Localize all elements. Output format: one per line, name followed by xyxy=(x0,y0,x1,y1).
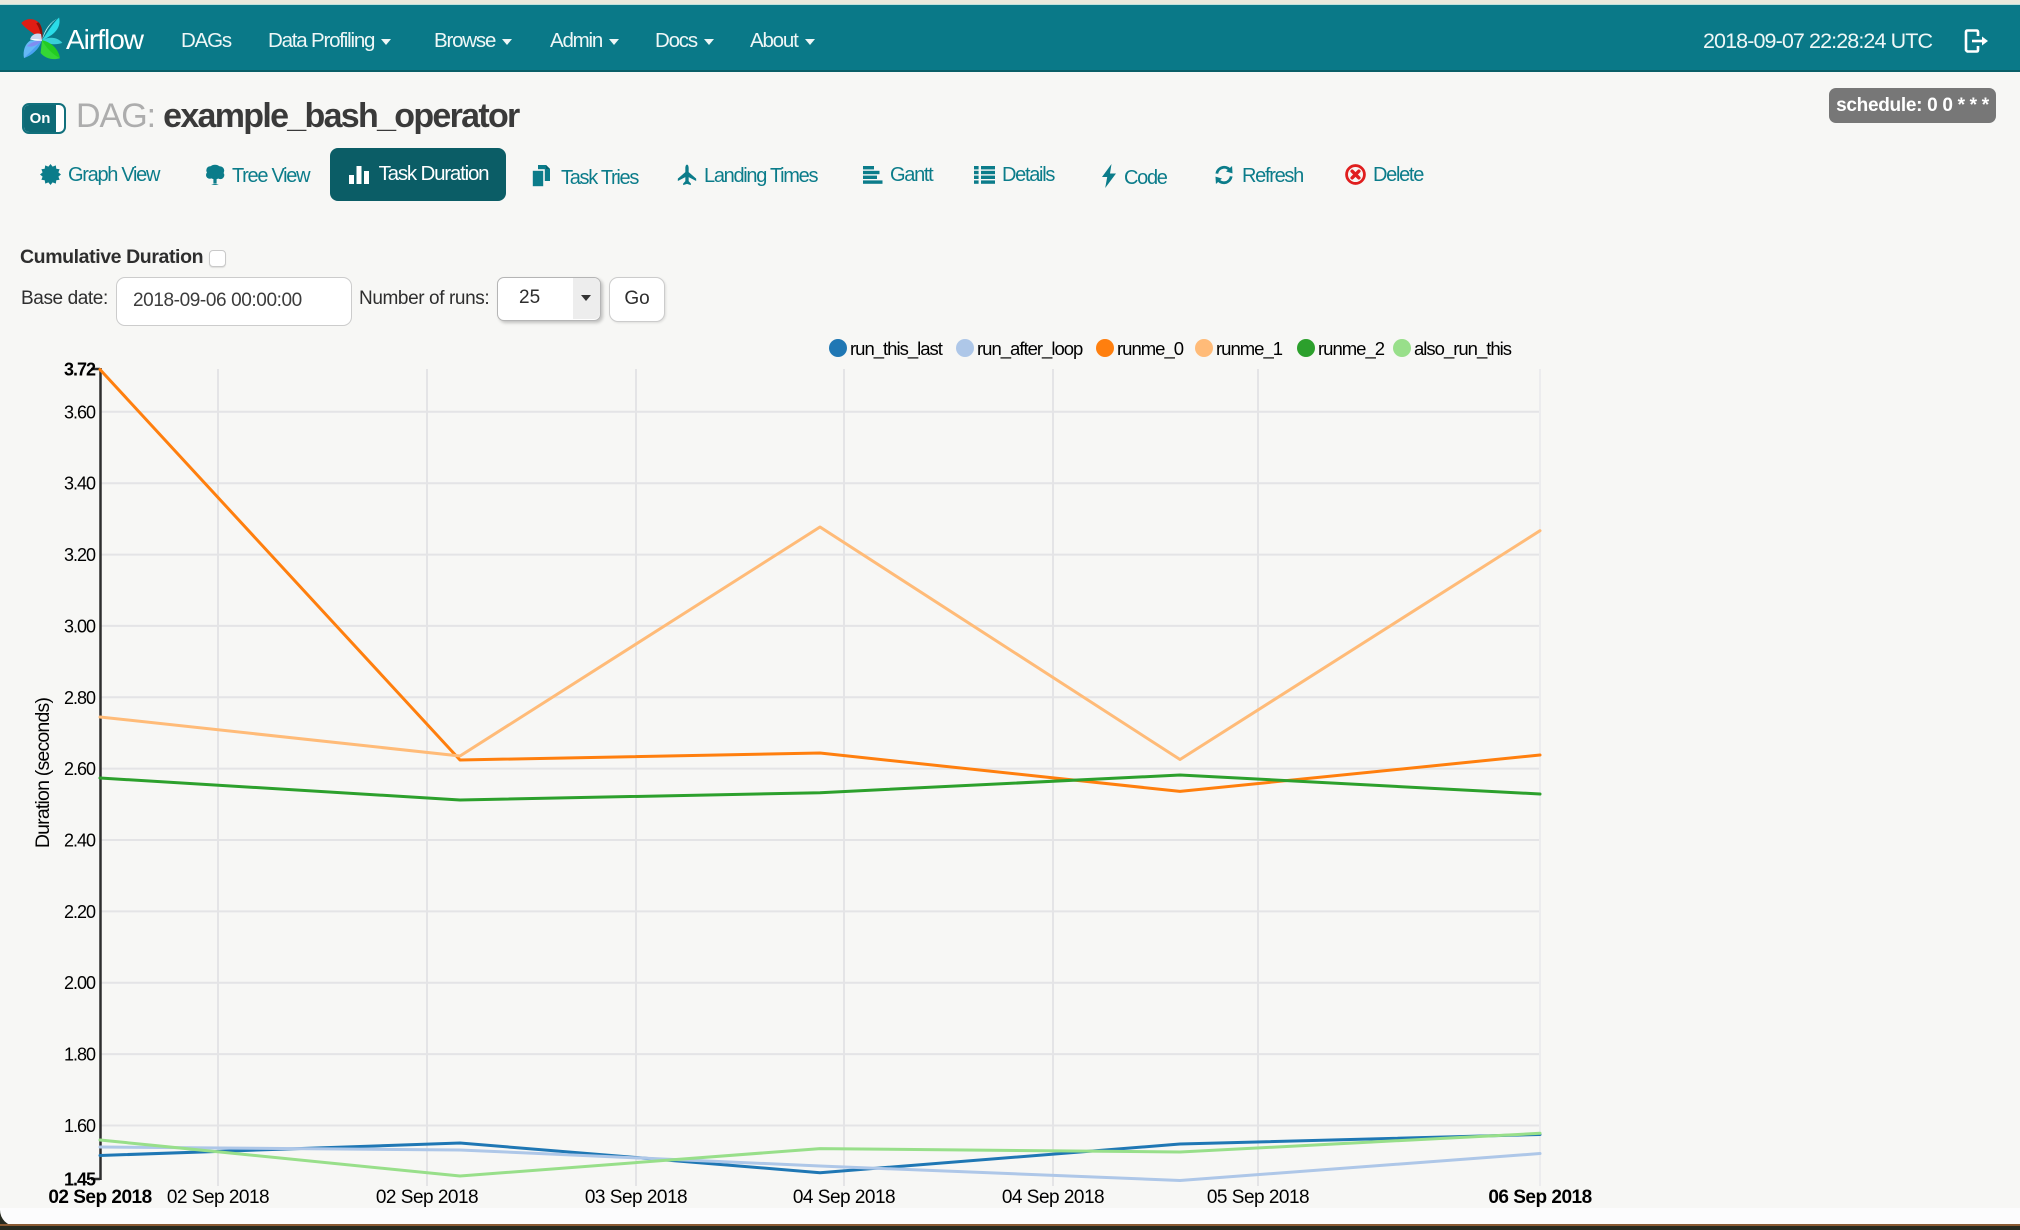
svg-text:3.60: 3.60 xyxy=(64,402,96,422)
svg-text:1.80: 1.80 xyxy=(64,1045,96,1065)
svg-text:Duration (seconds): Duration (seconds) xyxy=(32,698,54,849)
svg-text:3.20: 3.20 xyxy=(64,545,96,565)
svg-text:2.20: 2.20 xyxy=(64,902,96,922)
svg-text:also_run_this: also_run_this xyxy=(1414,338,1512,360)
svg-text:02 Sep 2018: 02 Sep 2018 xyxy=(376,1187,478,1208)
svg-text:3.00: 3.00 xyxy=(64,616,96,636)
svg-text:2.60: 2.60 xyxy=(64,759,96,779)
svg-text:2.40: 2.40 xyxy=(64,831,96,851)
svg-text:04 Sep 2018: 04 Sep 2018 xyxy=(1002,1187,1104,1208)
svg-text:1.45: 1.45 xyxy=(64,1170,96,1190)
svg-text:3.72: 3.72 xyxy=(64,360,96,380)
svg-text:06 Sep 2018: 06 Sep 2018 xyxy=(1488,1187,1591,1208)
svg-text:2.80: 2.80 xyxy=(64,688,96,708)
svg-text:runme_0: runme_0 xyxy=(1117,338,1184,360)
svg-text:02 Sep 2018: 02 Sep 2018 xyxy=(48,1187,151,1208)
svg-text:runme_1: runme_1 xyxy=(1216,338,1283,360)
svg-text:run_after_loop: run_after_loop xyxy=(977,338,1083,360)
svg-text:1.60: 1.60 xyxy=(64,1116,96,1136)
svg-text:02 Sep 2018: 02 Sep 2018 xyxy=(167,1187,269,1208)
svg-text:3.40: 3.40 xyxy=(64,474,96,494)
svg-text:2.00: 2.00 xyxy=(64,973,96,993)
svg-text:run_this_last: run_this_last xyxy=(850,338,943,360)
svg-text:03 Sep 2018: 03 Sep 2018 xyxy=(585,1187,687,1208)
svg-text:runme_2: runme_2 xyxy=(1318,338,1385,360)
svg-text:05 Sep 2018: 05 Sep 2018 xyxy=(1207,1187,1309,1208)
svg-text:04 Sep 2018: 04 Sep 2018 xyxy=(793,1187,895,1208)
